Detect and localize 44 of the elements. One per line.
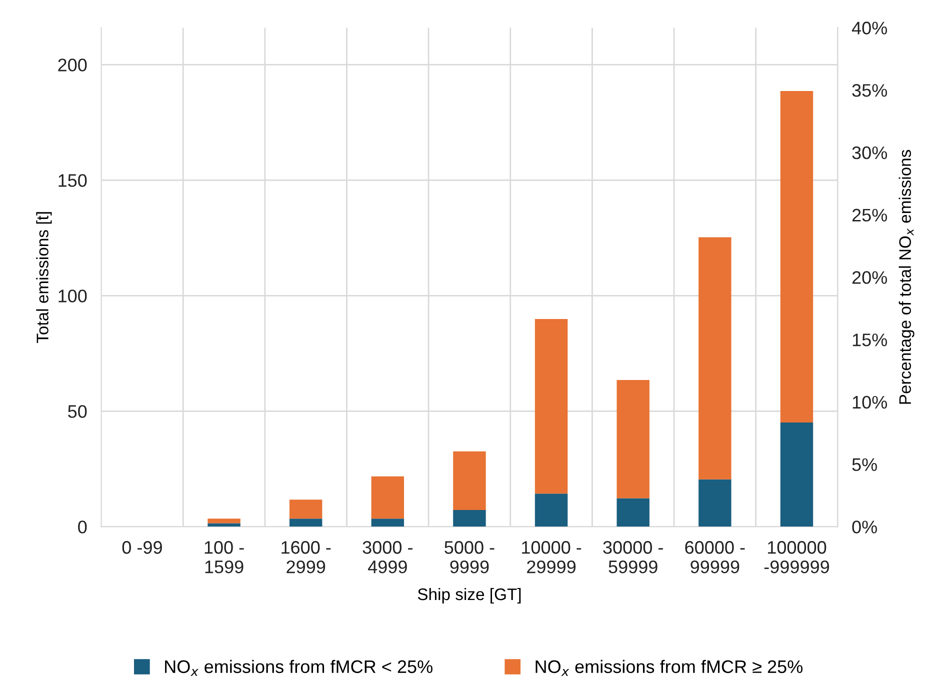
x-tick-label: 60000 - 99999	[685, 541, 745, 574]
y2-axis-title: Percentage of total NO$_{x}$ emissions	[898, 150, 914, 404]
bar	[289, 500, 322, 519]
y2-tick-label: 40%	[852, 22, 888, 34]
y-tick-label: 150	[58, 174, 87, 187]
x-tick-label: 1600 - 2999	[282, 541, 331, 574]
y2-tick-label: 35%	[852, 84, 888, 97]
y-tick-label: 200	[58, 58, 87, 72]
y2-tick-label: 15%	[852, 334, 888, 346]
y2-tick-label: 5%	[852, 458, 877, 472]
bar	[698, 237, 732, 480]
bar	[780, 91, 814, 422]
y-tick-label: 100	[58, 290, 87, 302]
bar	[371, 518, 404, 527]
y2-tick-label: 10%	[852, 396, 888, 409]
y-axis-title: Total emissions [t]	[36, 212, 52, 344]
legend-label: NO$_{x}$ emissions from fMCR ≥ 25%	[536, 660, 803, 676]
x-tick-label: 30000 - 59999	[603, 541, 663, 574]
bar	[534, 494, 568, 527]
y2-tick-label: 30%	[852, 146, 888, 160]
x-tick-label: 0 -99	[122, 541, 162, 554]
bar	[453, 451, 486, 510]
x-tick-label: 100 - 1599	[204, 541, 244, 574]
bar	[208, 523, 240, 527]
y2-tick-label: 20%	[852, 271, 888, 284]
bar	[289, 518, 322, 527]
x-axis-title: Ship size [GT]	[418, 588, 521, 604]
bar	[698, 479, 732, 527]
x-tick-label: 10000 - 29999	[522, 541, 582, 574]
x-tick-label: 5000 - 9999	[444, 541, 494, 574]
y-tick-label: 0	[78, 520, 87, 534]
bar	[534, 319, 568, 494]
y2-tick-label: 25%	[852, 208, 888, 222]
y-tick-label: 50	[68, 405, 87, 418]
bar	[208, 518, 240, 524]
bar	[453, 510, 486, 527]
y2-tick-label: 0%	[852, 520, 877, 534]
bar	[616, 498, 650, 527]
bar	[780, 422, 814, 527]
legend-label: NO$_{x}$ emissions from fMCR < 25%	[165, 660, 432, 676]
x-tick-label: 100000 -999999	[764, 541, 830, 574]
bar	[616, 380, 650, 498]
x-tick-label: 3000 - 4999	[362, 541, 412, 574]
bar	[371, 476, 404, 519]
